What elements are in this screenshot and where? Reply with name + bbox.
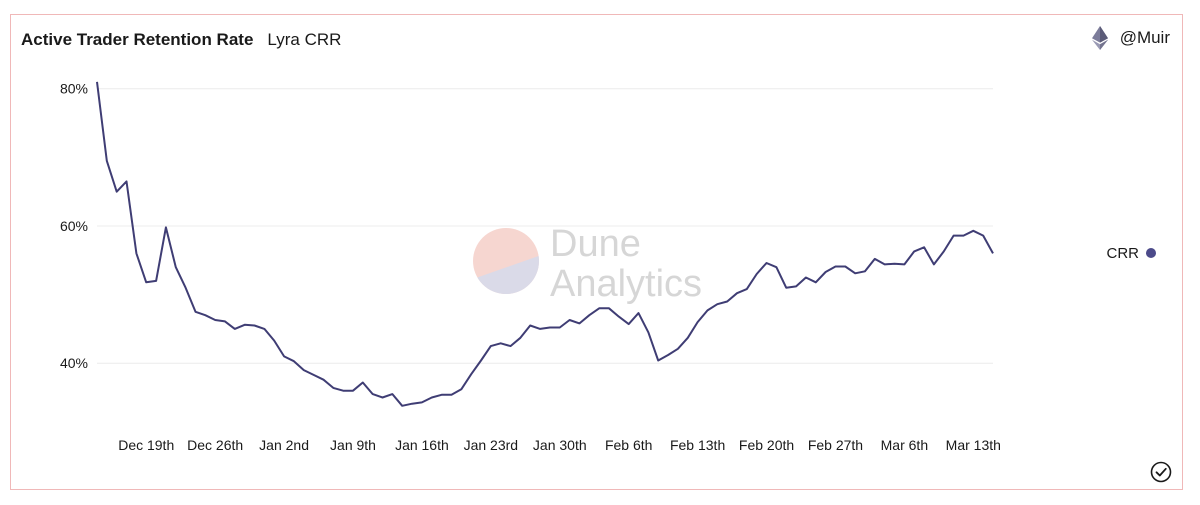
legend-label-crr: CRR (1107, 245, 1140, 262)
legend-dot-crr (1146, 248, 1156, 258)
watermark-line1: Dune (550, 223, 641, 265)
ethereum-icon (1091, 26, 1108, 50)
y-axis: 40% 60% 80% (60, 81, 88, 372)
x-tick-label: Jan 9th (330, 437, 376, 453)
chart-title: Active Trader Retention Rate (21, 30, 254, 49)
x-tick-label: Feb 27th (808, 437, 863, 453)
y-tick-label: 60% (60, 218, 88, 234)
chart-panel: Active Trader Retention Rate Lyra CRR @M… (10, 14, 1183, 490)
y-tick-label: 40% (60, 355, 88, 371)
x-tick-label: Mar 6th (881, 437, 928, 453)
x-tick-label: Jan 16th (395, 437, 449, 453)
x-axis: Dec 19th Dec 26th Jan 2nd Jan 9th Jan 16th Ja… (118, 437, 1001, 453)
grid-lines (97, 88, 993, 364)
legend: CRR (1107, 245, 1156, 262)
x-tick-label: Jan 23rd (464, 437, 518, 453)
author-link[interactable]: @Muir (1091, 25, 1170, 51)
chart-subtitle: Lyra CRR (267, 30, 342, 49)
check-circle-icon[interactable] (1150, 461, 1172, 483)
chart-header: Active Trader Retention Rate Lyra CRR (21, 27, 341, 53)
y-tick-label: 80% (60, 81, 88, 97)
watermark: Dune Analytics (473, 223, 702, 305)
x-tick-label: Feb 20th (739, 437, 794, 453)
x-tick-label: Jan 2nd (259, 437, 309, 453)
x-tick-label: Feb 6th (605, 437, 652, 453)
x-tick-label: Dec 26th (187, 437, 243, 453)
x-tick-label: Dec 19th (118, 437, 174, 453)
watermark-line2: Analytics (550, 263, 702, 305)
x-tick-label: Mar 13th (946, 437, 1001, 453)
x-tick-label: Jan 30th (533, 437, 587, 453)
x-tick-label: Feb 13th (670, 437, 725, 453)
author-name: @Muir (1119, 28, 1170, 47)
crr-series-line (96, 81, 994, 407)
